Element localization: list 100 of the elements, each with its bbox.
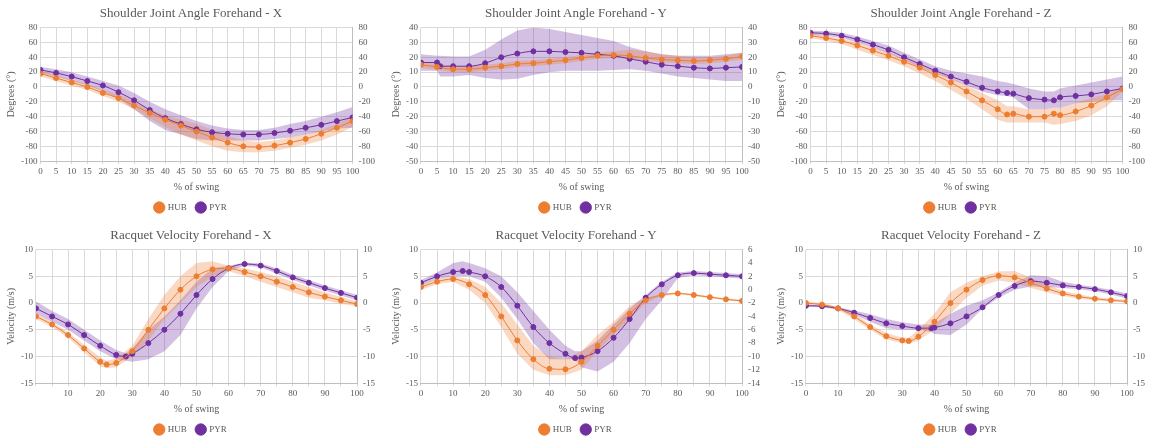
y-tick-label: 10 [409,243,419,254]
y-tick-label: -100 [21,155,38,166]
y2-tick-label: -20 [1128,96,1141,107]
x-tick-label: 90 [316,165,327,176]
y-tick-label: -100 [791,155,808,166]
x-tick-label: 85 [1071,165,1081,176]
x-tick-label: 10 [67,165,77,176]
x-tick-label: 70 [1026,387,1036,398]
x-tick-label: 20 [98,165,108,176]
y2-tick-label: 5 [1133,270,1138,281]
y2-tick-label: -40 [358,111,371,122]
x-axis-title: % of swing [943,180,990,192]
y2-tick-label: 80 [1128,21,1138,32]
y2-tick-label: -100 [358,155,376,166]
y-tick-label: 0 [413,81,419,92]
x-tick-label: 10 [837,165,847,176]
x-tick-label: 80 [1058,387,1068,398]
y2-tick-label: 60 [358,36,368,47]
y-tick-label: -30 [406,125,419,136]
y-tick-label: -15 [21,377,34,388]
y-axis-title: Degrees (°) [389,71,402,118]
y2-tick-label: -20 [358,96,371,107]
y-tick-label: 20 [798,66,808,77]
x-tick-label: 65 [238,165,249,176]
chart-title: Racquet Velocity Forehand - Y [495,227,658,243]
x-tick-label: 90 [320,387,330,398]
legend-label: PYR [594,201,612,212]
y2-tick-label: -5 [1133,324,1141,335]
y2-tick-label: 0 [363,297,368,308]
y-tick-label: -40 [25,111,38,122]
y2-tick-label: -50 [748,155,761,166]
y-tick-label: 40 [409,21,419,32]
x-axis-title: % of swing [173,402,220,414]
y-tick-label: -80 [795,140,808,151]
chart-title: Shoulder Joint Angle Forehand - X [99,5,283,21]
y2-tick-label: -6 [748,324,756,335]
y-tick-label: 40 [798,51,808,62]
x-tick-label: 50 [192,387,202,398]
legend-label: PYR [979,201,997,212]
x-tick-label: 20 [865,387,876,398]
x-tick-label: 95 [721,165,731,176]
y2-tick-label: -14 [748,377,761,388]
y-tick-label: 60 [28,36,38,47]
y-tick-label: 10 [24,243,34,254]
y-axis-title: Degrees (°) [4,71,17,118]
y2-tick-label: 0 [748,81,753,92]
legend-label: PYR [209,201,227,212]
x-tick-label: 15 [852,165,863,176]
y2-tick-label: 40 [358,51,368,62]
y-tick-label: -20 [795,96,808,107]
x-tick-label: 80 [288,387,298,398]
y2-tick-label: 5 [363,270,368,281]
x-tick-label: 40 [930,165,941,176]
x-tick-label: 65 [625,165,635,176]
chart-title: Shoulder Joint Angle Forehand - Z [870,5,1052,21]
y-tick-label: -5 [410,324,419,335]
y2-tick-label: -10 [748,350,761,361]
y-tick-label: -10 [406,350,419,361]
x-tick-label: 30 [127,387,138,398]
x-tick-label: 75 [657,165,667,176]
x-tick-label: 45 [560,165,571,176]
y-tick-label: 40 [28,51,38,62]
y-tick-label: 80 [798,21,808,32]
legend-label: PYR [594,423,612,434]
x-tick-label: 80 [673,387,683,398]
y-tick-label: 0 [28,297,34,308]
x-tick-label: 80 [1055,165,1066,176]
y-axis-title: Velocity (m/s) [4,287,17,345]
x-tick-label: 70 [1024,165,1034,176]
y2-tick-label: -100 [1128,155,1146,166]
x-tick-label: 10 [833,387,844,398]
x-axis-title: % of swing [943,402,990,414]
x-tick-label: 20 [480,387,491,398]
x-axis-title: % of swing [173,180,220,192]
x-tick-label: 25 [114,165,124,176]
y2-tick-label: -2 [748,297,756,308]
x-tick-label: 80 [673,165,683,176]
chart-title: Shoulder Joint Angle Forehand - Y [485,5,668,21]
x-tick-label: 60 [609,387,619,398]
y2-tick-label: 0 [358,81,364,92]
x-tick-label: 20 [95,387,106,398]
x-tick-label: 40 [544,387,555,398]
x-tick-label: 70 [641,165,651,176]
y-tick-label: 10 [794,243,804,254]
x-tick-label: 85 [301,165,311,176]
y-tick-label: -20 [25,96,38,107]
y2-tick-label: -15 [1133,377,1146,388]
y2-tick-label: 10 [1133,243,1143,254]
y-tick-label: -60 [25,125,38,136]
x-tick-label: 90 [1090,387,1100,398]
x-tick-label: 65 [1008,165,1019,176]
y-tick-label: 0 [803,81,808,92]
y-tick-label: 30 [409,36,419,47]
x-tick-label: 60 [994,387,1004,398]
y-tick-label: -10 [21,350,34,361]
y2-tick-label: -60 [358,125,371,136]
y2-tick-label: 80 [358,21,368,32]
x-tick-label: 15 [464,165,475,176]
y-tick-label: -40 [795,111,808,122]
y-tick-label: -15 [791,377,804,388]
